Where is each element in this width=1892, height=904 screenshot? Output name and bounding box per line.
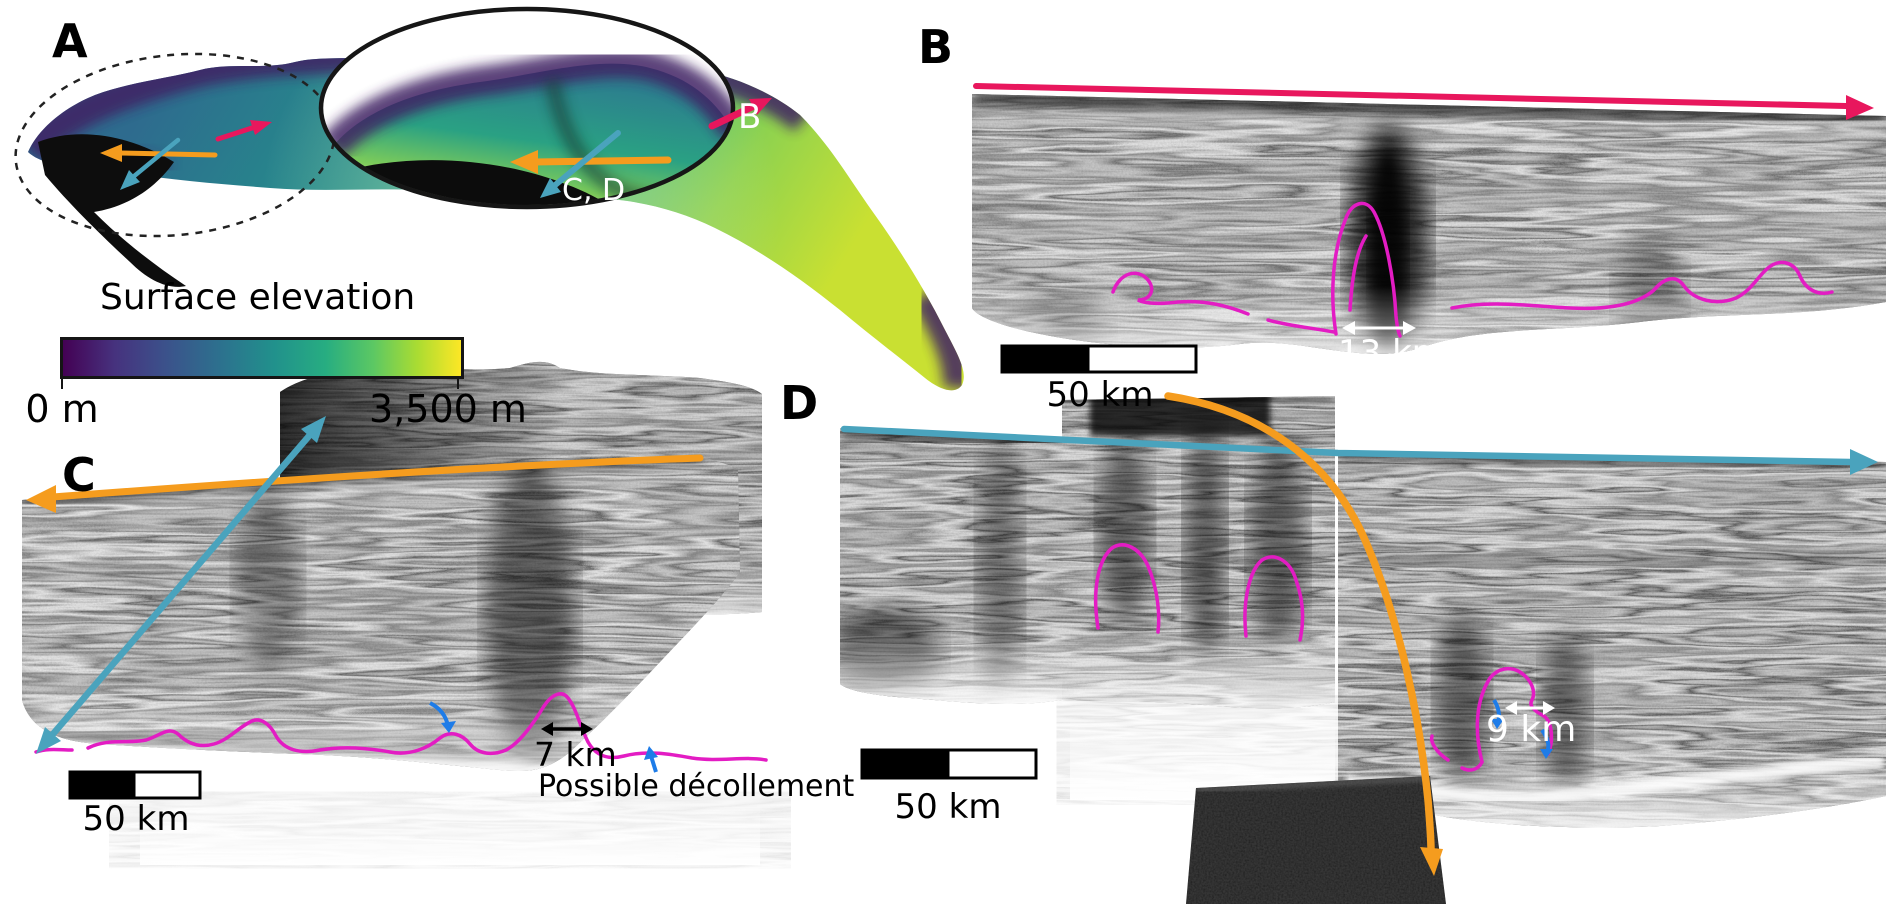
profile-line-d-orange (1164, 392, 1435, 854)
decollement-label: Possible décollement (538, 769, 855, 804)
decollement-pointer-arrow (644, 746, 658, 760)
plume-outline-d (1475, 666, 1554, 764)
colorbar-min-label: 0 m (25, 387, 99, 431)
decollement-line-c (86, 692, 768, 762)
colorbar-max-label: 3,500 m (369, 387, 527, 431)
orange-transect-arrow-inset (530, 156, 672, 166)
panel-c-label: C (62, 448, 96, 502)
profile-line-c-orange (36, 454, 704, 502)
profile-line-d-teal-arrowhead (1850, 449, 1878, 475)
teal-transect-arrow-inset (551, 130, 621, 189)
scale-label-c: 50 km (82, 799, 190, 839)
panel-a-label: A (52, 14, 88, 68)
scale-bar-c (68, 770, 202, 800)
colorbar-title: Surface elevation (100, 277, 416, 318)
blue-pointers-d (1491, 698, 1553, 759)
profile-line-c-arrowhead (26, 485, 56, 513)
scale-bar-b (1000, 344, 1198, 374)
dark-plume-c (486, 460, 574, 760)
profile-line-b-arrowhead (1846, 95, 1874, 120)
profile-line-d-teal (840, 425, 1854, 466)
teal-transect-arrow-small (130, 137, 181, 180)
inset-profile-label-b: B (738, 97, 762, 137)
width-arrow-9km (1505, 701, 1555, 715)
scale-label-b: 50 km (1046, 375, 1154, 415)
pink-arrowhead-small (250, 120, 272, 135)
profile-line-b (973, 83, 1849, 109)
profile-line-d-orange-arrowhead (1420, 847, 1443, 876)
orange-transect-arrow-small (117, 150, 218, 158)
width-label-9km: 9 km (1486, 709, 1577, 750)
scale-bar-d (860, 748, 1038, 780)
basal-unit-outlines-b (1111, 201, 1834, 338)
inset-profile-label-cd: C, D (562, 173, 626, 208)
width-label-7km: 7 km (534, 735, 617, 774)
panel-b-radargram (972, 83, 1886, 374)
width-arrow-7km (541, 722, 593, 736)
elevation-colorbar (60, 337, 464, 379)
colorbar-tick-max (457, 379, 459, 389)
panel-d-radargram (840, 392, 1886, 904)
width-arrow-13km (1342, 321, 1416, 335)
plume-outline-b (1331, 201, 1402, 338)
teal-arrowhead-small (120, 170, 140, 190)
orange-arrowhead-small (100, 144, 122, 162)
width-label-13km: 13 km (1338, 333, 1445, 373)
inset-radar-swath (348, 160, 648, 205)
pink-transect-arrow-inset (708, 102, 758, 130)
panel-b-label: B (918, 20, 954, 74)
profile-line-c-teal (49, 432, 313, 738)
blue-pointers-c (429, 701, 658, 773)
radar-swath-footprint (38, 134, 186, 287)
basal-unit-outlines-d (1093, 543, 1554, 772)
pink-transect-arrow-small (215, 124, 258, 142)
colorbar-tick-min (61, 379, 63, 389)
zoom-inset-ellipse (318, 6, 736, 210)
panel-d-label: D (780, 376, 819, 430)
scale-label-d: 50 km (894, 787, 1002, 827)
